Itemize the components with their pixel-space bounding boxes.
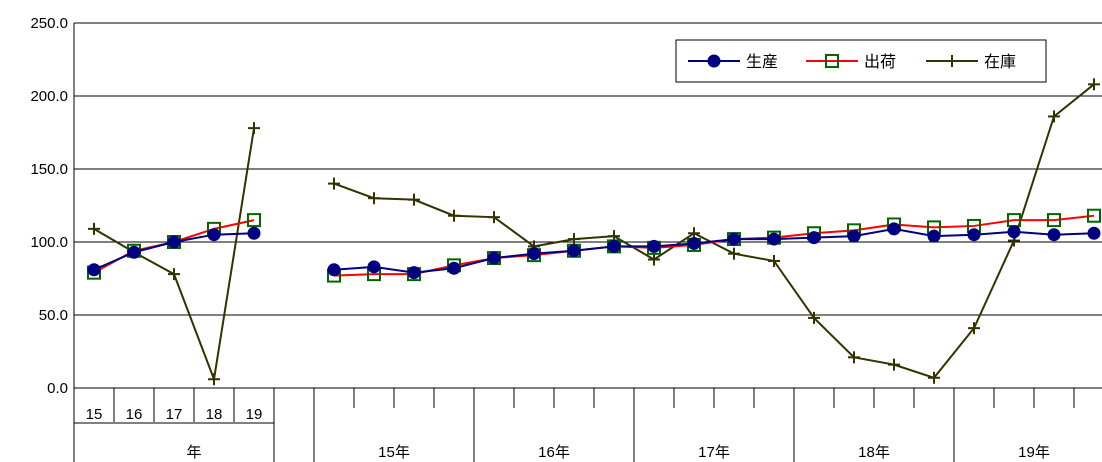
data-point xyxy=(647,239,661,253)
data-point xyxy=(848,351,860,364)
y-tick-label: 200.0 xyxy=(30,88,68,105)
legend: 生産 出荷 在庫 xyxy=(675,39,1047,83)
series-0 xyxy=(87,222,1101,280)
data-point xyxy=(707,54,721,68)
quarter-group-label: 15年 xyxy=(378,444,410,461)
data-point xyxy=(1048,110,1060,123)
series-line-quarterly xyxy=(333,83,1095,379)
data-point xyxy=(887,222,901,236)
axes xyxy=(73,23,1102,462)
x-tick-label: 17 xyxy=(166,406,183,423)
data-point xyxy=(248,122,260,135)
x-tick-label: 16 xyxy=(126,406,143,423)
data-point xyxy=(1087,226,1101,240)
data-point xyxy=(567,244,581,258)
data-point xyxy=(328,177,340,190)
data-point xyxy=(527,247,541,261)
legend-label: 生産 xyxy=(746,53,778,71)
x-tick-label: 18 xyxy=(206,406,223,423)
data-point xyxy=(1088,78,1100,91)
quarter-group-label: 16年 xyxy=(538,444,570,461)
data-point xyxy=(1007,225,1021,239)
x-tick-label: 15 xyxy=(86,406,103,423)
series-2 xyxy=(88,78,1100,386)
data-point xyxy=(167,235,181,249)
data-point xyxy=(1087,208,1101,223)
series-line-annual xyxy=(93,127,255,384)
data-point xyxy=(208,373,220,386)
data-point xyxy=(825,54,839,68)
data-point xyxy=(368,192,380,205)
data-point xyxy=(728,247,740,260)
y-tick-label: 250.0 xyxy=(30,15,68,32)
y-tick-labels: 250.0 200.0 150.0 100.0 50.0 0.0 xyxy=(30,15,68,397)
y-tick-label: 150.0 xyxy=(30,161,68,178)
data-point xyxy=(808,311,820,324)
data-point xyxy=(207,228,221,242)
y-tick-label: 0.0 xyxy=(47,380,68,397)
data-point xyxy=(727,232,741,246)
data-point xyxy=(488,211,500,224)
data-point xyxy=(967,228,981,242)
data-point xyxy=(648,253,660,266)
data-point xyxy=(767,232,781,246)
data-point xyxy=(928,371,940,384)
data-point xyxy=(327,263,341,277)
data-point xyxy=(367,260,381,274)
data-point xyxy=(247,226,261,240)
grid-lines xyxy=(74,22,1102,316)
data-point xyxy=(687,236,701,250)
data-point xyxy=(1047,213,1061,228)
data-point xyxy=(448,209,460,222)
data-point xyxy=(168,268,180,281)
data-point xyxy=(247,213,261,228)
y-tick-label: 100.0 xyxy=(30,234,68,251)
data-point xyxy=(1047,228,1061,242)
data-point xyxy=(927,229,941,243)
data-point xyxy=(807,231,821,245)
data-point xyxy=(968,322,980,335)
x-tick-labels: 15 16 17 18 19年 15年 16年 17年 18年 19年 xyxy=(86,406,1050,461)
data-point xyxy=(847,229,861,243)
data-point xyxy=(407,266,421,280)
data-point xyxy=(408,193,420,206)
legend-label: 在庫 xyxy=(984,53,1016,71)
series-layer xyxy=(87,78,1101,386)
legend-label: 出荷 xyxy=(864,53,896,71)
data-point xyxy=(946,55,958,67)
data-point xyxy=(88,222,100,235)
x-tick-label: 19 xyxy=(246,406,263,423)
y-tick-label: 50.0 xyxy=(39,307,68,324)
data-point xyxy=(87,263,101,277)
data-point xyxy=(127,245,141,259)
data-point xyxy=(447,261,461,275)
series-line-quarterly xyxy=(333,227,1095,274)
data-point xyxy=(768,254,780,267)
data-point xyxy=(568,233,580,246)
annual-group-label: 年 xyxy=(186,444,201,461)
data-point xyxy=(888,358,900,371)
quarter-group-label: 19年 xyxy=(1018,444,1050,461)
quarter-group-label: 18年 xyxy=(858,444,890,461)
quarter-group-label: 17年 xyxy=(698,444,730,461)
data-point xyxy=(607,239,621,253)
data-point xyxy=(487,251,501,265)
